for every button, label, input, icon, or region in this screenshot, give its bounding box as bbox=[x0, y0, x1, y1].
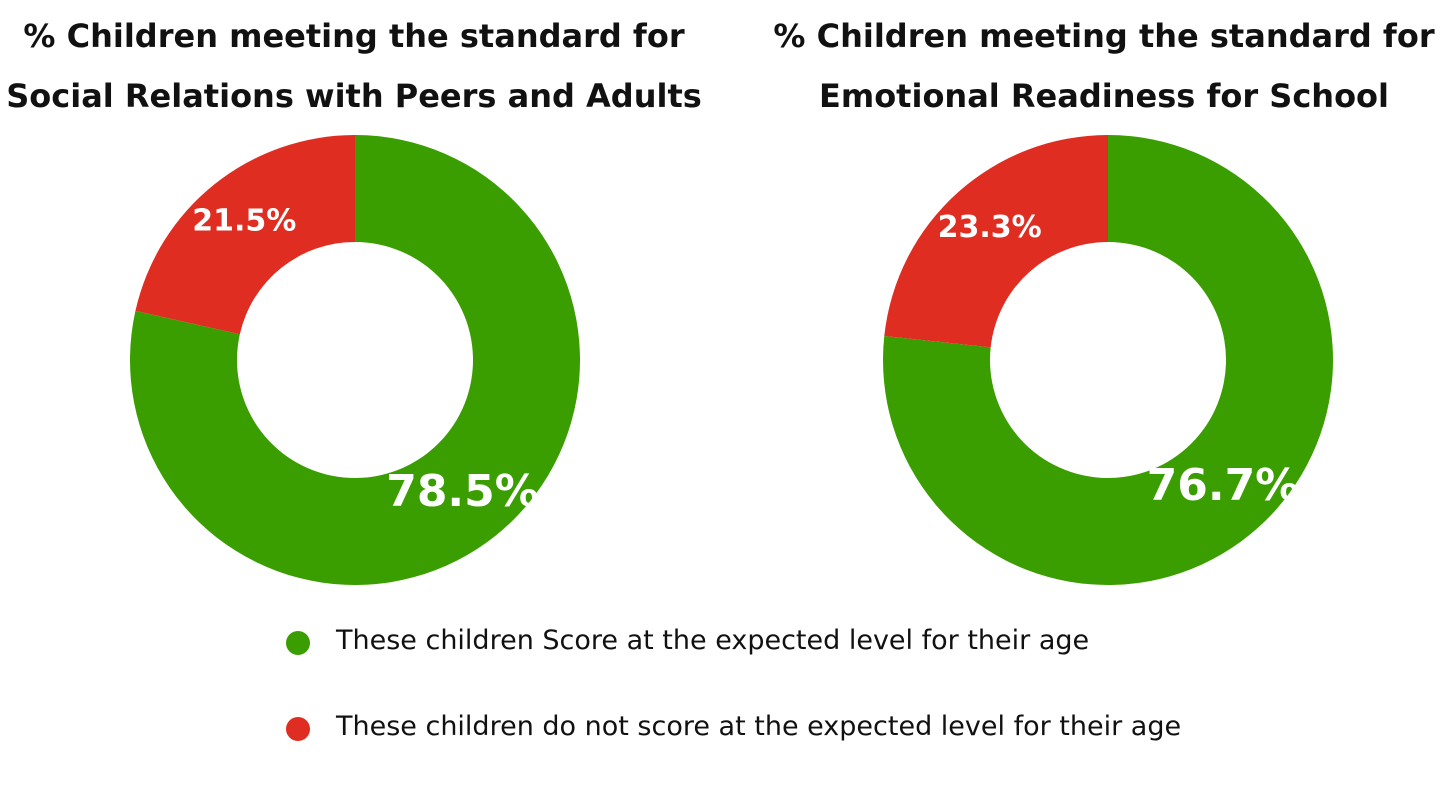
title-line-1: % Children meeting the standard for bbox=[773, 17, 1435, 55]
title-line-2: Emotional Readiness for School bbox=[818, 77, 1389, 115]
legend-label-meets: These children Score at the expected lev… bbox=[336, 625, 1090, 656]
data-label-not-meets: 21.5% bbox=[192, 203, 296, 238]
legend-swatch-meets bbox=[286, 631, 310, 655]
data-label-meets: 76.7% bbox=[1147, 460, 1300, 511]
legend-item-not-meets: These children do not score at the expec… bbox=[282, 706, 1212, 748]
chart-legend: These children Score at the expected lev… bbox=[282, 620, 1212, 748]
title-line-1: % Children meeting the standard for bbox=[23, 17, 685, 55]
donut-chart-emotional-readiness: 76.7% 23.3% bbox=[883, 135, 1333, 585]
donut-chart-social-relations: 78.5% 21.5% bbox=[130, 135, 580, 585]
slice-not-meets bbox=[884, 135, 1108, 348]
title-line-2: Social Relations with Peers and Adults bbox=[6, 77, 702, 115]
legend-swatch-not-meets bbox=[286, 717, 310, 741]
legend-item-meets: These children Score at the expected lev… bbox=[282, 620, 1212, 662]
data-label-meets: 78.5% bbox=[386, 466, 539, 517]
slice-meets bbox=[883, 135, 1333, 585]
slice-not-meets bbox=[135, 135, 355, 335]
chart-title-social-relations: % Children meeting the standard for Soci… bbox=[0, 6, 708, 126]
data-label-not-meets: 23.3% bbox=[938, 210, 1042, 245]
slice-meets bbox=[130, 135, 580, 585]
chart-title-emotional-readiness: % Children meeting the standard for Emot… bbox=[765, 6, 1443, 126]
legend-label-not-meets: These children do not score at the expec… bbox=[336, 711, 1182, 742]
